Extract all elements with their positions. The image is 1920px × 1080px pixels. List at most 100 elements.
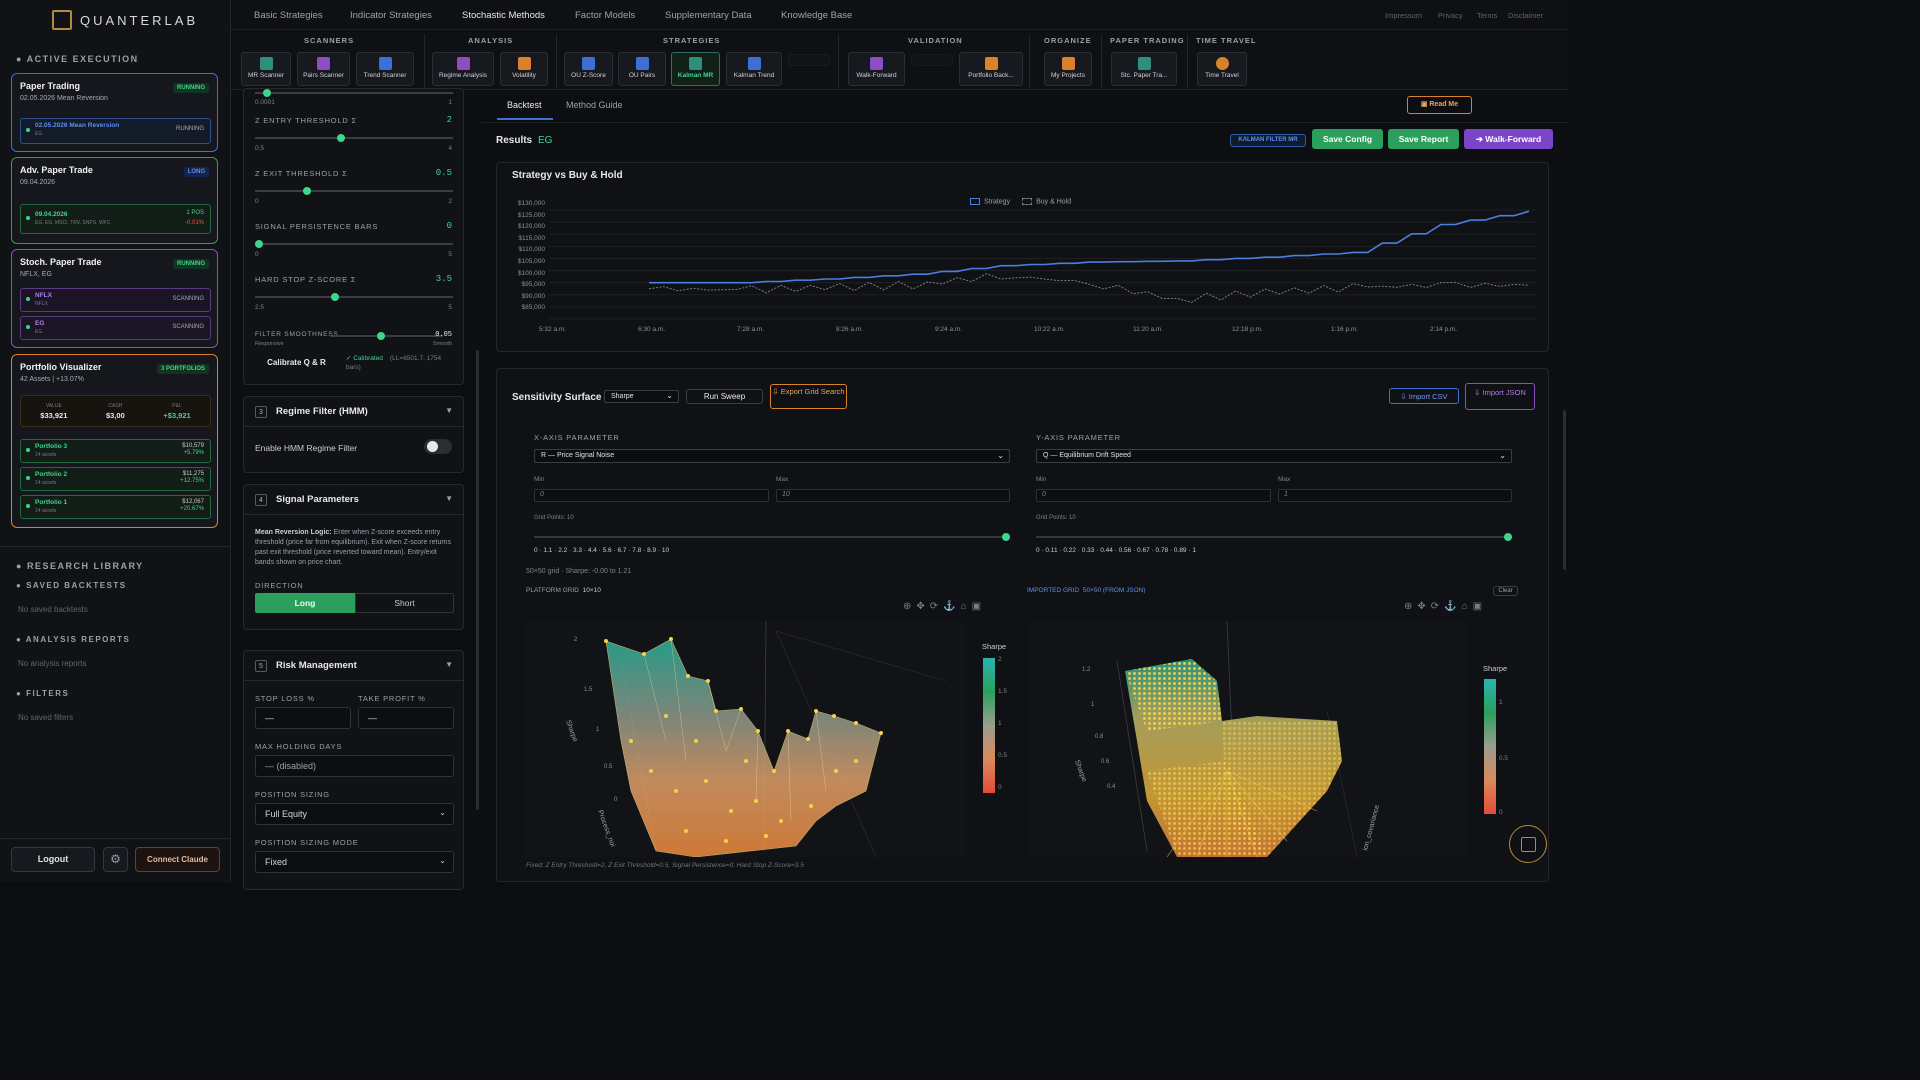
- list-item[interactable]: 02.05.2026 Mean Reversion EG RUNNING: [20, 118, 211, 144]
- surface-3d-chart[interactable]: 2 1.5 1 0.5 0 Sharpe Process_noi: [526, 620, 966, 858]
- list-item[interactable]: NFLX NFLX SCANNING: [20, 288, 211, 312]
- list-item[interactable]: EG EG SCANNING: [20, 316, 211, 340]
- settings-gear-icon[interactable]: ⚙: [103, 847, 128, 872]
- tab-basic-strategies[interactable]: Basic Strategies: [254, 10, 323, 21]
- x-axis-param-select[interactable]: R — Price Signal Noise ⌄: [534, 449, 1010, 463]
- param-slider[interactable]: [255, 134, 453, 142]
- x-max-input[interactable]: 10: [776, 489, 1010, 502]
- y-grid-slider[interactable]: [1036, 533, 1512, 541]
- direction-long-button[interactable]: Long: [255, 593, 355, 613]
- tab-backtest[interactable]: Backtest: [507, 100, 542, 110]
- y-max-input[interactable]: 1: [1278, 489, 1512, 502]
- slider-knob[interactable]: [336, 134, 345, 142]
- legend-buy-hold[interactable]: Buy & Hold: [1022, 198, 1071, 205]
- portfolio-visualizer-card[interactable]: Portfolio Visualizer 3 PORTFOLIOS 42 Ass…: [11, 354, 218, 528]
- pairs-scanner-button[interactable]: Pairs Scanner: [297, 52, 350, 86]
- slider-knob[interactable]: [1504, 533, 1512, 541]
- section-header[interactable]: 3 Regime Filter (HMM) ▼: [244, 397, 463, 427]
- y-axis-param-select[interactable]: Q — Equilibrium Drift Speed ⌄: [1036, 449, 1512, 463]
- plot1-modebar[interactable]: ⊕✥⟳⚓⌂▣: [903, 601, 986, 612]
- platform-surface-plot[interactable]: 2 1.5 1 0.5 0 Sharpe Process_noi: [526, 620, 966, 858]
- list-item[interactable]: 09.04.2026 EG, EG, MSCI, TRV, SNPS, WFC …: [20, 204, 211, 234]
- disclaimer-link[interactable]: Disclaimer: [1508, 11, 1544, 20]
- kalman-mr-button[interactable]: Kalman MR: [671, 52, 720, 86]
- walk-forward-button[interactable]: ➔ Walk-Forward: [1464, 129, 1553, 149]
- slider-knob[interactable]: [1002, 533, 1010, 541]
- camera-icon[interactable]: ▣: [1472, 601, 1488, 612]
- ou-zscore-button[interactable]: OU Z-Score: [564, 52, 613, 86]
- zoom-icon[interactable]: ⊕: [1404, 601, 1418, 612]
- param-slider[interactable]: [255, 187, 453, 195]
- read-me-button[interactable]: ▣ Read Me: [1407, 96, 1472, 114]
- strategy-series-line[interactable]: [648, 210, 1530, 284]
- smoothness-slider[interactable]: [330, 332, 443, 340]
- anchor-icon[interactable]: ⚓: [943, 601, 961, 612]
- legend-strategy[interactable]: Strategy: [970, 198, 1010, 205]
- stoch-paper-trade-card[interactable]: Stoch. Paper Trade RUNNING NFLX, EG NFLX…: [11, 249, 218, 348]
- my-projects-button[interactable]: My Projects: [1044, 52, 1092, 86]
- param-slider[interactable]: [255, 293, 453, 301]
- list-item[interactable]: Portfolio 2 14 assets $11,275 +12.75%: [20, 467, 211, 491]
- regime-analysis-button[interactable]: Regime Analysis: [432, 52, 494, 86]
- tab-factor-models[interactable]: Factor Models: [575, 10, 636, 21]
- tab-method-guide[interactable]: Method Guide: [566, 100, 623, 110]
- calibrate-button[interactable]: Calibrate Q & R: [267, 358, 326, 367]
- pan-icon[interactable]: ✥: [1417, 601, 1431, 612]
- anchor-icon[interactable]: ⚓: [1444, 601, 1462, 612]
- stoch-paper-trade-button[interactable]: Stc. Paper Tra...: [1111, 52, 1177, 86]
- slider-knob[interactable]: [302, 187, 311, 195]
- rotate-icon[interactable]: ⟳: [929, 601, 944, 612]
- time-travel-button[interactable]: Time Travel: [1197, 52, 1247, 86]
- portfolio-backtest-button[interactable]: Portfolio Back...: [959, 52, 1023, 86]
- trend-scanner-button[interactable]: Trend Scanner: [356, 52, 414, 86]
- clear-button[interactable]: Clear: [1493, 586, 1518, 596]
- equity-line-chart[interactable]: [549, 208, 1537, 323]
- imported-surface-plot[interactable]: 1.2 1 0.8 0.6 0.4 Sharpe ion_covariance: [1027, 620, 1467, 858]
- assistant-fab[interactable]: [1509, 825, 1547, 863]
- list-item[interactable]: Portfolio 1 14 assets $12,067 +20.67%: [20, 495, 211, 519]
- surface-3d-chart[interactable]: 1.2 1 0.8 0.6 0.4 Sharpe ion_covariance: [1027, 620, 1467, 858]
- direction-short-button[interactable]: Short: [355, 593, 454, 613]
- save-config-button[interactable]: Save Config: [1312, 129, 1383, 149]
- y-min-input[interactable]: 0: [1036, 489, 1271, 502]
- slider-track[interactable]: [255, 89, 453, 97]
- filters-heading[interactable]: ● FILTERS: [16, 689, 70, 698]
- adv-paper-trade-card[interactable]: Adv. Paper Trade LONG 09.04.2026 09.04.2…: [11, 157, 218, 244]
- position-sizing-select[interactable]: Full Equity ⌄: [255, 803, 454, 825]
- volatility-button[interactable]: Volatility: [500, 52, 548, 86]
- saved-backtests-heading[interactable]: ● SAVED BACKTESTS: [16, 581, 127, 590]
- logout-button[interactable]: Logout: [11, 847, 95, 872]
- buy-hold-series-line[interactable]: [648, 273, 1530, 303]
- x-min-input[interactable]: 0: [534, 489, 769, 502]
- x-grid-slider[interactable]: [534, 533, 1010, 541]
- zoom-icon[interactable]: ⊕: [903, 601, 917, 612]
- privacy-link[interactable]: Privacy: [1438, 11, 1463, 20]
- max-holding-input[interactable]: — (disabled): [255, 755, 454, 777]
- slider-knob[interactable]: [255, 240, 263, 248]
- analysis-reports-heading[interactable]: ● ANALYSIS REPORTS: [16, 635, 131, 644]
- import-csv-button[interactable]: ⇩ Import CSV: [1389, 388, 1459, 404]
- impressum-link[interactable]: Impressum: [1385, 11, 1423, 20]
- camera-icon[interactable]: ▣: [971, 601, 987, 612]
- paper-trading-card[interactable]: Paper Trading RUNNING 02.05.2026 Mean Re…: [11, 73, 218, 152]
- run-sweep-button[interactable]: Run Sweep: [686, 389, 763, 404]
- export-grid-button[interactable]: ⇩ Export Grid Search: [770, 384, 847, 409]
- mr-scanner-button[interactable]: MR Scanner: [241, 52, 291, 86]
- import-json-button[interactable]: ⇩ Import JSON: [1465, 383, 1535, 410]
- main-scrollbar[interactable]: [1563, 410, 1566, 570]
- slider-knob[interactable]: [377, 332, 386, 340]
- slider-knob[interactable]: [263, 89, 271, 97]
- section-header[interactable]: 4 Signal Parameters ▼: [244, 485, 463, 515]
- param-slider[interactable]: [255, 240, 453, 248]
- home-icon[interactable]: ⌂: [960, 601, 972, 612]
- list-item[interactable]: Portfolio 3 14 assets $10,579 +5.79%: [20, 439, 211, 463]
- tab-supplementary-data[interactable]: Supplementary Data: [665, 10, 752, 21]
- hmm-toggle[interactable]: [424, 439, 452, 454]
- kalman-trend-button[interactable]: Kalman Trend: [726, 52, 782, 86]
- slider-knob[interactable]: [331, 293, 339, 301]
- ou-pairs-button[interactable]: OU Pairs: [618, 52, 666, 86]
- section-header[interactable]: 5 Risk Management ▼: [244, 651, 463, 681]
- terms-link[interactable]: Terms: [1477, 11, 1498, 20]
- sizing-mode-select[interactable]: Fixed ⌄: [255, 851, 454, 873]
- connect-claude-button[interactable]: Connect Claude: [135, 847, 220, 872]
